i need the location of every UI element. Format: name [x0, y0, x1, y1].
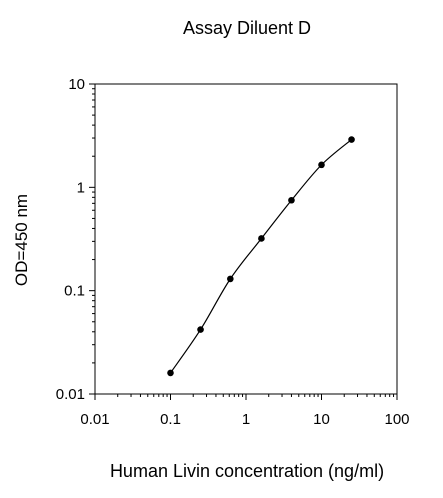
x-axis-label: Human Livin concentration (ng/ml) — [110, 461, 384, 481]
y-axis-label: OD=450 nm — [12, 194, 31, 286]
x-tick-label: 0.01 — [80, 411, 109, 428]
x-tick-label: 10 — [313, 411, 330, 428]
y-tick-label: 10 — [68, 76, 85, 93]
data-layer — [167, 136, 355, 377]
y-tick-label: 0.01 — [56, 386, 85, 403]
data-point — [197, 326, 204, 333]
data-point — [258, 235, 265, 242]
y-tick-label: 1 — [77, 179, 85, 196]
x-tick-label: 0.1 — [160, 411, 181, 428]
plot-frame — [94, 83, 398, 395]
data-point — [227, 275, 234, 283]
x-tick-label: 100 — [384, 411, 409, 428]
series-line — [170, 139, 352, 374]
y-tick-label: 0.1 — [64, 283, 85, 300]
axes-layer: 0.01 0.1 1 10 100 0.01 0.1 1 10 — [56, 76, 410, 428]
data-point — [348, 136, 355, 143]
data-point — [318, 161, 325, 169]
data-point — [167, 369, 174, 377]
data-point — [288, 196, 295, 204]
x-tick-label: 1 — [242, 411, 250, 428]
chart-title: Assay Diluent D — [183, 18, 311, 38]
